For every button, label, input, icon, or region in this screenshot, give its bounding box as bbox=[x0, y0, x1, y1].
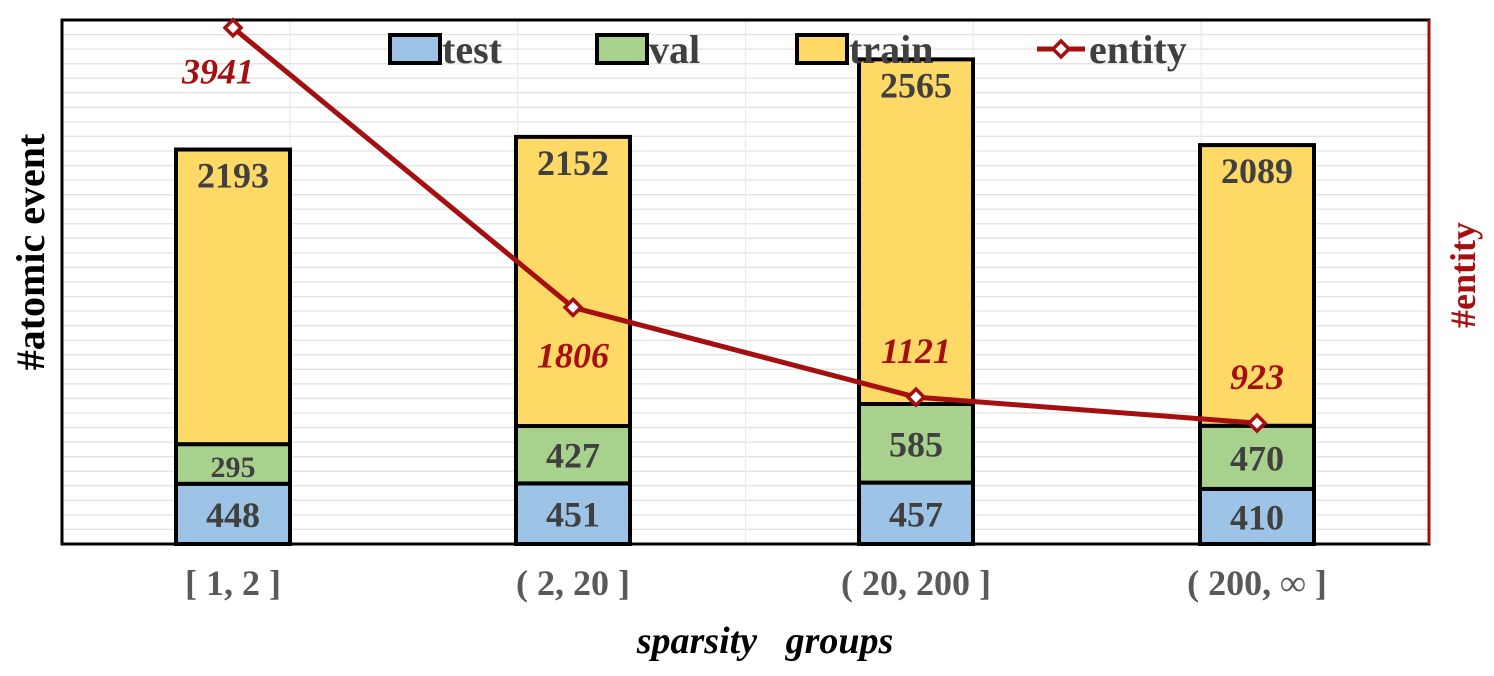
bar-segment-test bbox=[857, 480, 975, 547]
legend-label-entity: entity bbox=[1089, 27, 1187, 72]
legend-swatch-train bbox=[795, 33, 849, 65]
bars-layer: 448 295 2193 451 427 2152 457 585 2565 410 470 2089 bbox=[174, 57, 1316, 547]
bar-value-label-train: 2089 bbox=[1221, 151, 1293, 191]
bar-value-label-test: 451 bbox=[546, 495, 600, 535]
bar-segment-train bbox=[514, 134, 632, 429]
entity-line-layer: 3941 1806 1121 923 bbox=[181, 17, 1284, 434]
bar-segment-val bbox=[514, 424, 632, 486]
legend-label-train: train bbox=[849, 27, 933, 72]
x-tick-labels: [ 1, 2 ] ( 2, 20 ] ( 20, 200 ] ( 200, ∞ ] bbox=[185, 563, 1327, 603]
y-axis-title: #atomic event bbox=[8, 133, 53, 370]
bar-segment-train bbox=[174, 147, 292, 447]
bar-value-label-val: 427 bbox=[546, 436, 600, 476]
legend-swatch-val bbox=[595, 33, 649, 65]
legend-label-val: val bbox=[649, 27, 700, 72]
plot-area: 448 295 2193 451 427 2152 457 585 2565 410 470 2089… bbox=[60, 17, 1431, 547]
bar-value-label-val: 295 bbox=[211, 451, 256, 484]
bar-value-label-test: 410 bbox=[1230, 497, 1284, 537]
y2-axis-title: #entity bbox=[1443, 222, 1483, 328]
bar-value-label-test: 457 bbox=[889, 494, 943, 534]
bar-value-label-val: 585 bbox=[889, 424, 943, 464]
bar-value-label-val: 470 bbox=[1230, 438, 1284, 478]
legend-label-test: test bbox=[442, 27, 503, 72]
entity-point-marker bbox=[1246, 412, 1268, 434]
entity-value-label: 1121 bbox=[881, 331, 951, 371]
legend: test val train entity bbox=[388, 27, 1187, 72]
x-tick-label: ( 20, 200 ] bbox=[841, 563, 991, 603]
entity-point-marker bbox=[905, 386, 927, 408]
bar-value-label-train: 2565 bbox=[880, 65, 952, 105]
entity-series-line bbox=[231, 25, 1258, 426]
x-tick-label: ( 2, 20 ] bbox=[516, 563, 630, 603]
bar-value-label-train: 2193 bbox=[197, 156, 269, 196]
entity-point-marker bbox=[562, 296, 584, 318]
x-tick-label: [ 1, 2 ] bbox=[185, 563, 281, 603]
x-axis-title: sparsity groups bbox=[636, 620, 894, 662]
bar-value-label-test: 448 bbox=[206, 495, 260, 535]
bar-segment-train bbox=[1198, 143, 1316, 428]
entity-value-label: 3941 bbox=[181, 52, 254, 92]
entity-value-label: 923 bbox=[1230, 357, 1284, 397]
bar-value-label-train: 2152 bbox=[537, 143, 609, 183]
x-tick-label: ( 200, ∞ ] bbox=[1187, 563, 1327, 603]
entity-point-marker bbox=[222, 17, 244, 39]
legend-swatch-test bbox=[388, 33, 442, 65]
entity-value-label: 1806 bbox=[537, 335, 609, 375]
legend-swatch-marker-entity bbox=[1050, 38, 1072, 60]
bar-segment-test bbox=[174, 481, 292, 547]
